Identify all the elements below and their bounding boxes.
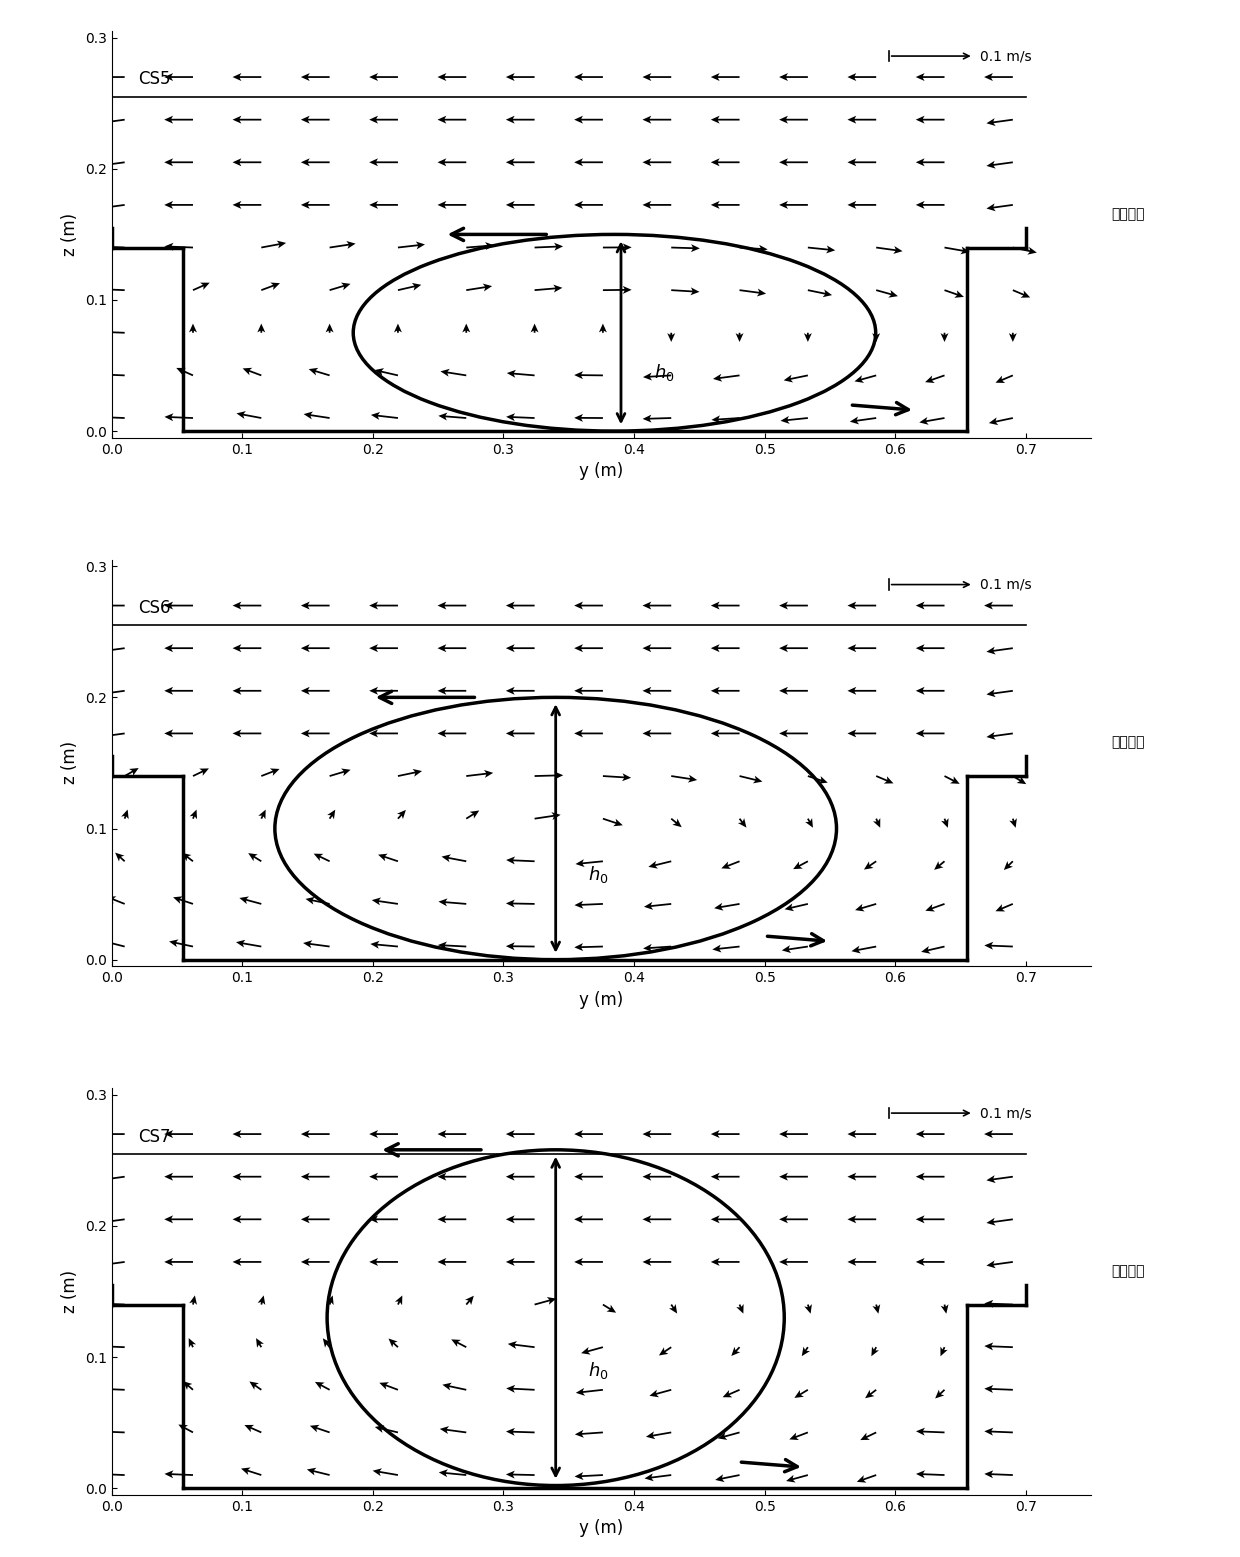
- Text: CS5: CS5: [138, 70, 170, 89]
- X-axis label: y (m): y (m): [579, 990, 624, 1009]
- Text: CS7: CS7: [138, 1127, 170, 1146]
- Text: 上游滩地: 上游滩地: [1111, 207, 1145, 221]
- Text: $h_0$: $h_0$: [588, 1359, 609, 1381]
- Y-axis label: z (m): z (m): [61, 1271, 79, 1313]
- Text: CS6: CS6: [138, 599, 170, 617]
- X-axis label: y (m): y (m): [579, 462, 624, 480]
- Text: 0.1 m/s: 0.1 m/s: [980, 578, 1032, 592]
- Text: 上游滩地: 上游滩地: [1111, 1264, 1145, 1278]
- Y-axis label: z (m): z (m): [61, 741, 79, 785]
- Text: 0.1 m/s: 0.1 m/s: [980, 50, 1032, 62]
- Text: $h_0$: $h_0$: [588, 864, 609, 884]
- X-axis label: y (m): y (m): [579, 1520, 624, 1537]
- Text: $h_0$: $h_0$: [653, 361, 675, 383]
- Y-axis label: z (m): z (m): [61, 213, 79, 255]
- Text: 0.1 m/s: 0.1 m/s: [980, 1105, 1032, 1119]
- Text: 上游滩地: 上游滩地: [1111, 735, 1145, 749]
